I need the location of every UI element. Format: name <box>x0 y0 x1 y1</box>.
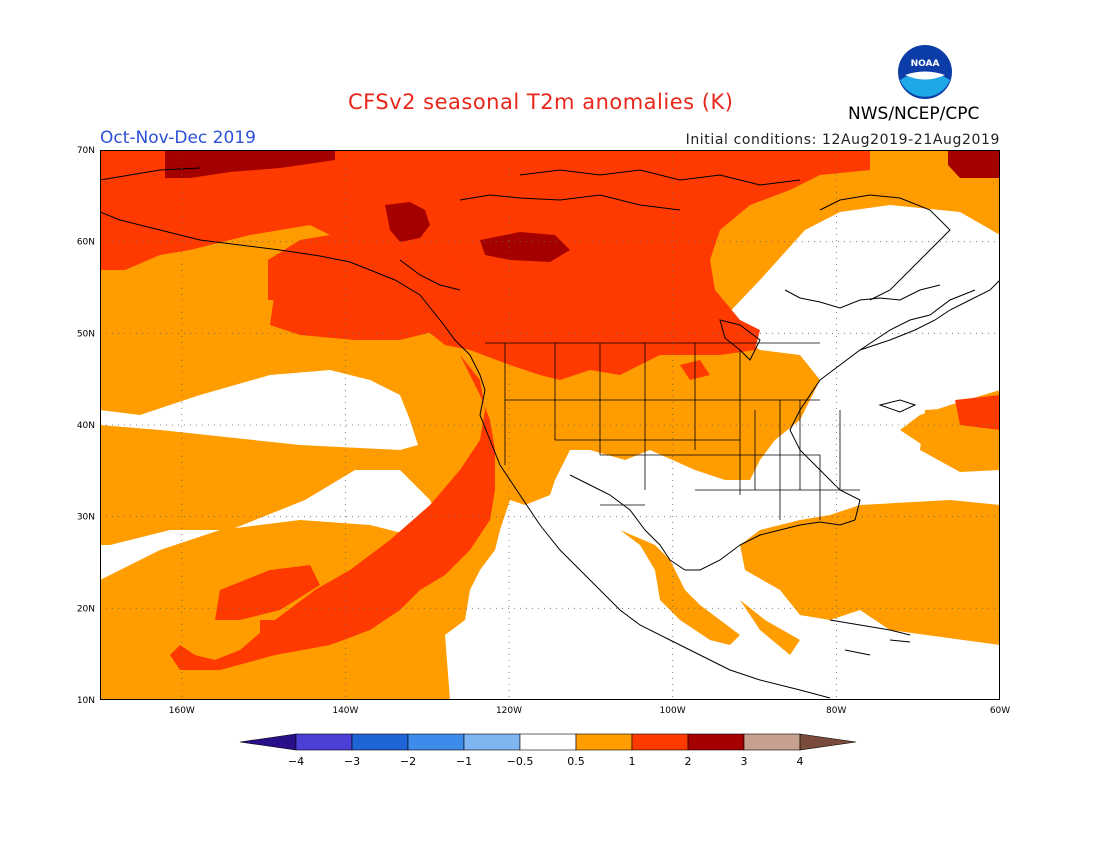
lon-label: 100W <box>660 706 686 716</box>
anomaly-darkred-region <box>165 150 1000 262</box>
lat-label: 40N <box>77 421 95 431</box>
colorbar-tick-label: −1 <box>456 755 472 768</box>
colorbar-tick-label: 0.5 <box>567 755 585 768</box>
lon-label: 80W <box>826 706 846 716</box>
lon-label: 140W <box>332 706 358 716</box>
lat-label: 50N <box>77 329 95 339</box>
graticule <box>100 150 1000 700</box>
colorbar-tick-label: 3 <box>741 755 748 768</box>
colorbar-swatch <box>407 733 465 751</box>
lat-label: 10N <box>77 696 95 706</box>
initial-conditions-label: Initial conditions: 12Aug2019-21Aug2019 <box>685 132 1000 148</box>
lat-label: 30N <box>77 513 95 523</box>
coastlines <box>100 167 1000 699</box>
colorbar-swatch <box>687 733 745 751</box>
colorbar-tick-label: −0.5 <box>507 755 534 768</box>
colorbar-arrow-high <box>799 733 857 751</box>
colorbar: −4 −3 −2 −1 −0.5 0.5 1 2 3 4 <box>239 733 857 768</box>
colorbar-tick-label: −4 <box>288 755 304 768</box>
colorbar-swatch <box>743 733 801 751</box>
noaa-logo: NOAA <box>895 42 955 102</box>
season-label: Oct-Nov-Dec 2019 <box>100 128 256 148</box>
state-borders <box>485 342 860 520</box>
colorbar-tick-label: −3 <box>344 755 360 768</box>
lon-label: 60W <box>990 706 1010 716</box>
lat-label: 20N <box>77 604 95 614</box>
lon-label: 160W <box>169 706 195 716</box>
colorbar-tick-label: 4 <box>797 755 804 768</box>
map-frame <box>100 150 1000 700</box>
anomaly-map <box>100 150 1000 700</box>
anomaly-red-region <box>100 150 1000 670</box>
colorbar-swatch <box>575 733 633 751</box>
colorbar-tick-label: 1 <box>629 755 636 768</box>
colorbar-swatch <box>351 733 409 751</box>
lat-label: 70N <box>77 146 95 156</box>
colorbar-swatch <box>463 733 521 751</box>
logo-text: NOAA <box>911 59 940 69</box>
agency-label: NWS/NCEP/CPC <box>848 104 980 124</box>
colorbar-swatch <box>519 733 577 751</box>
colorbar-tick-label: −2 <box>400 755 416 768</box>
lat-label: 60N <box>77 238 95 248</box>
colorbar-swatch <box>295 733 353 751</box>
map-title: CFSv2 seasonal T2m anomalies (K) <box>348 90 734 114</box>
colorbar-tick-label: 2 <box>685 755 692 768</box>
colorbar-arrow-low <box>239 733 297 751</box>
colorbar-swatch <box>631 733 689 751</box>
lon-label: 120W <box>496 706 522 716</box>
